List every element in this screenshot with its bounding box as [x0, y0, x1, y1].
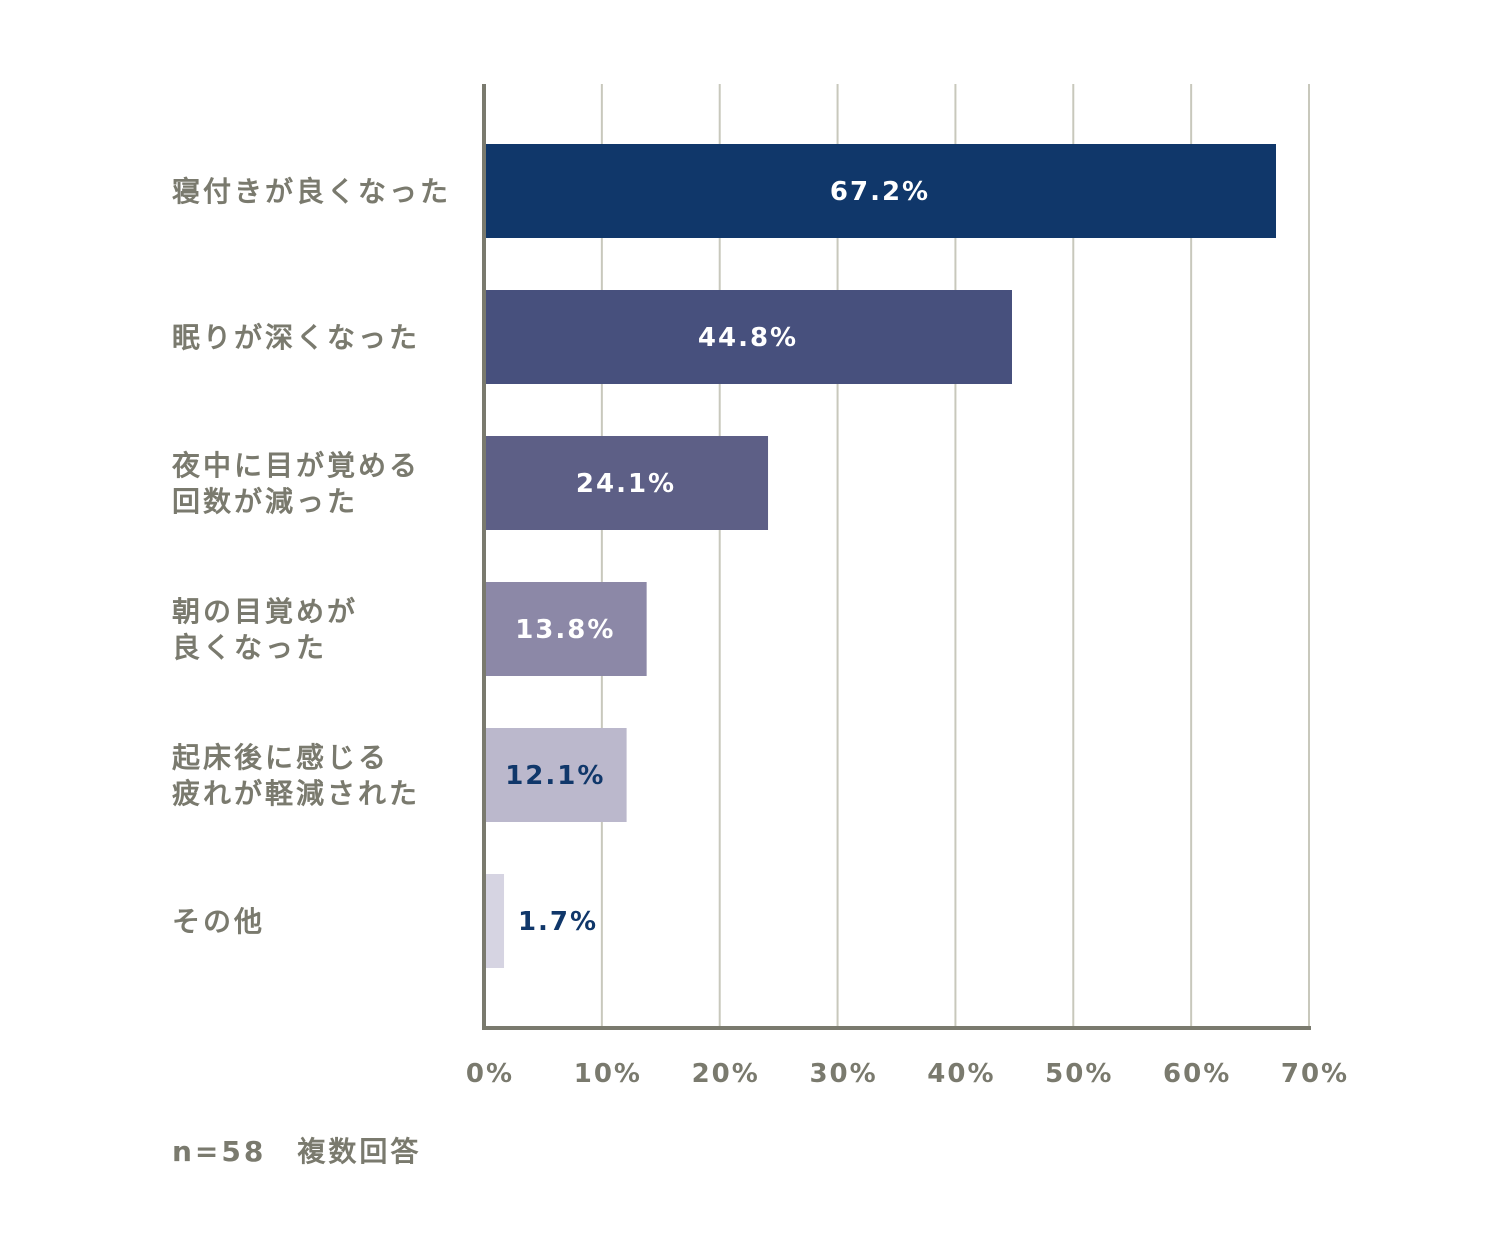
- category-label-4-1: 疲れが軽減された: [172, 777, 420, 810]
- bar-5: [484, 874, 505, 968]
- category-label-3-0: 朝の目覚めが: [172, 595, 358, 628]
- bar-1: [484, 290, 1012, 384]
- bar-0: [484, 144, 1276, 238]
- category-labels: 寝付きが良くなった眠りが深くなった夜中に目が覚める回数が減った朝の目覚めが良くな…: [171, 175, 451, 938]
- category-label-0-0: 寝付きが良くなった: [172, 175, 451, 208]
- category-label-2-1: 回数が減った: [172, 485, 358, 518]
- value-label-3: 13.8%: [515, 615, 615, 645]
- bar-4: [484, 728, 627, 822]
- value-label-5: 1.7%: [518, 907, 598, 937]
- tick-label-0: 0%: [466, 1059, 514, 1089]
- bar-2: [484, 436, 769, 530]
- bars: [484, 144, 1276, 968]
- tick-label-30: 30%: [809, 1059, 877, 1089]
- value-label-1: 44.8%: [698, 323, 798, 353]
- tick-label-20: 20%: [692, 1059, 760, 1089]
- category-label-2-0: 夜中に目が覚める: [171, 449, 420, 482]
- tick-labels: 0% 10% 20% 30% 40% 50% 60% 70%: [466, 1059, 1349, 1089]
- axes: [482, 84, 1311, 1030]
- tick-label-50: 50%: [1045, 1059, 1113, 1089]
- grid-lines: [600, 84, 1310, 1028]
- value-labels: 67.2% 44.8% 24.1% 13.8% 12.1% 1.7%: [505, 177, 930, 937]
- category-label-4-0: 起床後に感じる: [172, 741, 389, 774]
- tick-label-10: 10%: [574, 1059, 642, 1089]
- value-label-0: 67.2%: [830, 177, 930, 207]
- tick-label-40: 40%: [927, 1059, 995, 1089]
- sample-note: n=58 複数回答: [172, 1135, 422, 1168]
- category-label-1-0: 眠りが深くなった: [172, 321, 420, 354]
- category-label-5-0: その他: [172, 905, 265, 938]
- tick-label-60: 60%: [1163, 1059, 1231, 1089]
- category-label-3-1: 良くなった: [172, 631, 327, 664]
- tick-label-70: 70%: [1281, 1059, 1349, 1089]
- value-label-2: 24.1%: [576, 469, 676, 499]
- bar-3: [484, 582, 647, 676]
- value-label-4: 12.1%: [505, 761, 605, 791]
